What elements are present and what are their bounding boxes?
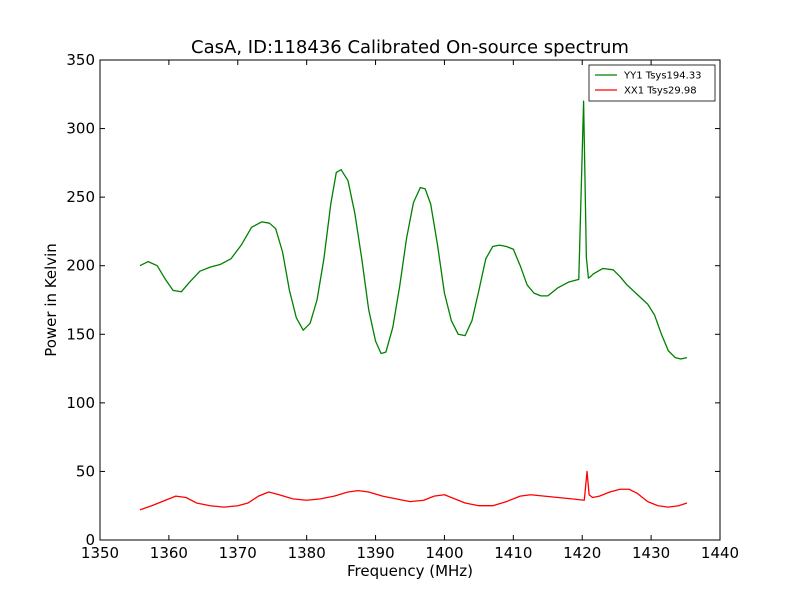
x-tick-label: 1370 — [219, 544, 257, 562]
y-tick-label: 50 — [76, 462, 95, 480]
y-tick-label: 250 — [66, 188, 95, 206]
y-tick-label: 350 — [66, 51, 95, 69]
y-tick-label: 200 — [66, 257, 95, 275]
plot-area — [100, 60, 720, 540]
y-tick-label: 0 — [85, 531, 95, 549]
x-tick-label: 1440 — [701, 544, 739, 562]
x-tick-label: 1420 — [563, 544, 601, 562]
y-tick-label: 100 — [66, 394, 95, 412]
plot-frame — [99, 59, 721, 541]
legend-label-yy1: YY1 Tsys194.33 — [623, 71, 702, 82]
series-layer — [139, 100, 688, 511]
y-axis-label: Power in Kelvin — [42, 243, 60, 357]
x-tick-label: 1410 — [494, 544, 532, 562]
series-line-xx1 — [139, 470, 688, 511]
x-tick-label: 1390 — [356, 544, 394, 562]
legend-box — [588, 64, 716, 102]
x-axis-label: Frequency (MHz) — [347, 562, 473, 580]
legend: YY1 Tsys194.33 XX1 Tsys29.98 — [588, 64, 716, 102]
x-tick-label: 1430 — [632, 544, 670, 562]
y-axis: 0 50 100 150 200 250 300 350 — [66, 51, 720, 549]
y-tick-label: 300 — [66, 120, 95, 138]
legend-label-xx1: XX1 Tsys29.98 — [624, 86, 697, 97]
x-tick-label: 1360 — [150, 544, 188, 562]
x-tick-label: 1350 — [81, 544, 119, 562]
x-axis: 1350 1360 1370 1380 1390 1400 1410 1420 1430 1440 — [81, 60, 739, 562]
series-line-yy1 — [139, 100, 688, 360]
y-tick-label: 150 — [66, 325, 95, 343]
x-tick-label: 1400 — [425, 544, 463, 562]
x-tick-label: 1380 — [288, 544, 326, 562]
chart-title: CasA, ID:118436 Calibrated On-source spe… — [191, 37, 629, 58]
